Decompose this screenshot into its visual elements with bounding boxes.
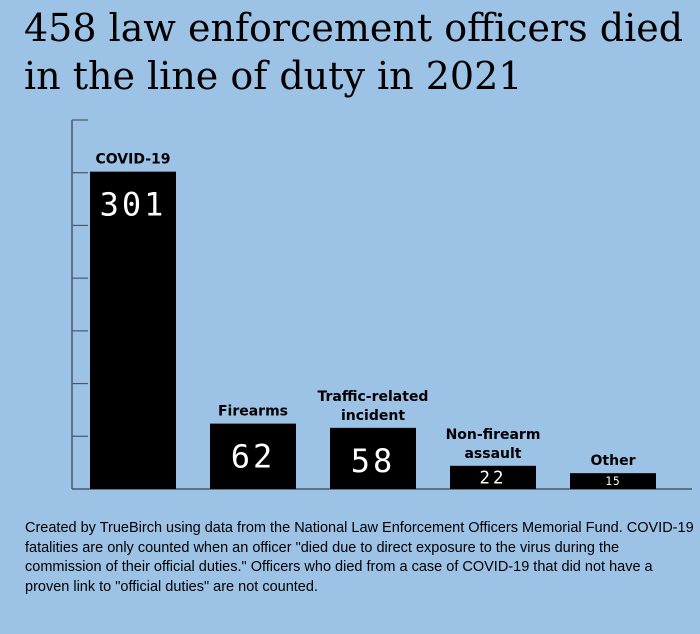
bar-0 (90, 171, 176, 489)
data-label: 58 (351, 442, 396, 480)
chart-title: 458 law enforcement officers died in the… (24, 6, 684, 98)
category-label: COVID-19 (95, 152, 170, 168)
bar-1 (210, 423, 296, 489)
category-label: assault (464, 446, 521, 462)
source-note: Created by TrueBirch using data from the… (25, 520, 694, 595)
bar-4 (570, 473, 656, 489)
data-label: 301 (100, 186, 167, 224)
data-label: 15 (605, 475, 620, 488)
data-label: 22 (480, 469, 507, 489)
bar-3 (450, 465, 536, 489)
category-label: Non-firearm (446, 427, 541, 443)
category-label: Traffic-related (318, 389, 429, 405)
bar-2 (330, 427, 416, 489)
data-label: 62 (231, 438, 276, 476)
category-label: Firearms (218, 404, 288, 420)
category-label: incident (341, 408, 405, 424)
category-label: Other (591, 453, 636, 469)
